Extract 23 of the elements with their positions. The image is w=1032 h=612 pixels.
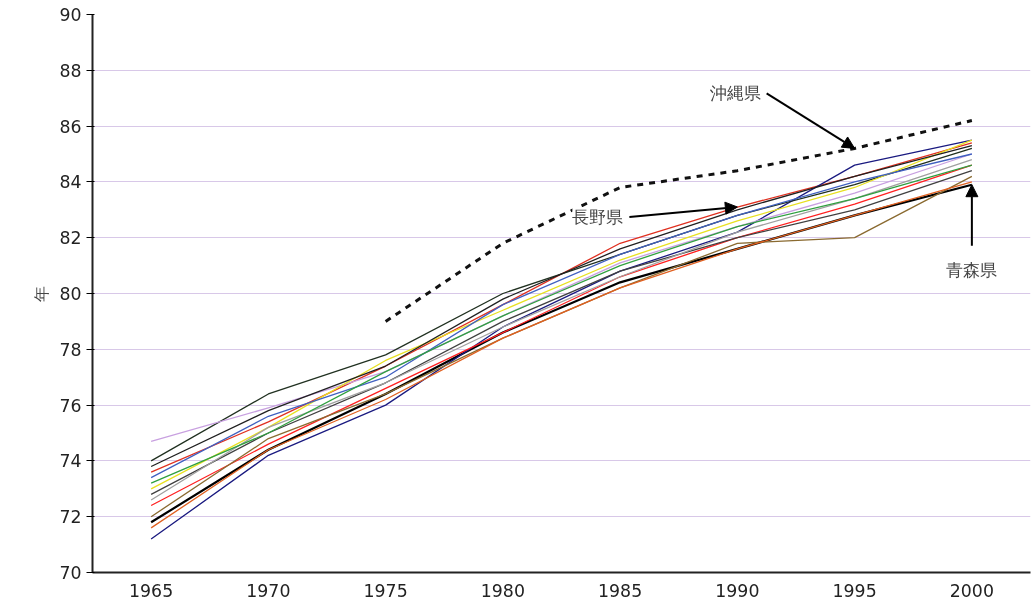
y-tick-label: 70 [59,563,82,583]
x-tick-label: 1980 [480,580,525,601]
x-tick-label: 1965 [129,580,174,601]
y-tick-label: 74 [59,451,82,472]
y-axis-title: 年 [32,285,52,302]
y-tick-label: 80 [59,284,82,304]
y-tick-label: 72 [59,507,82,528]
x-tick-label: 1975 [363,580,408,601]
y-tick-label: 82 [59,228,82,249]
x-tick-label: 2000 [949,580,994,601]
annotation: 青森県 [946,259,998,280]
y-tick-label: 86 [59,116,82,137]
annotation: 沖縄県 [709,83,761,104]
x-tick-label: 1990 [715,580,760,601]
x-tick-label: 1995 [832,580,877,601]
y-tick-label: 84 [59,172,82,193]
annotation: 長野県 [572,207,624,228]
y-tick-label: 88 [59,60,82,81]
y-tick-label: 90 [59,5,82,25]
x-tick-label: 1970 [246,580,291,601]
y-tick-label: 76 [59,395,82,416]
x-tick-label: 1985 [598,580,643,601]
y-tick-label: 78 [59,339,82,360]
